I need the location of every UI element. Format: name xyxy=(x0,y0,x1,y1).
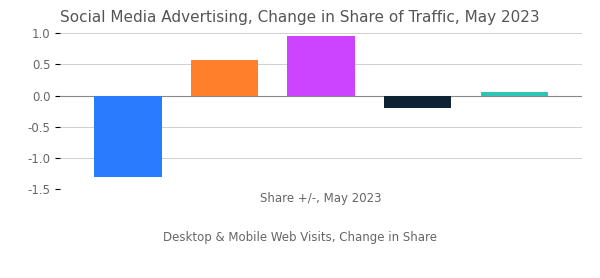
Bar xyxy=(287,36,355,96)
X-axis label: Share +/-, May 2023: Share +/-, May 2023 xyxy=(260,192,382,205)
Bar xyxy=(384,96,451,108)
Bar xyxy=(481,92,548,96)
Bar xyxy=(191,59,258,96)
Bar xyxy=(94,96,161,177)
Legend: Facebook, TikTok, Snapchat, Twitter, Pinterest: Facebook, TikTok, Snapchat, Twitter, Pin… xyxy=(133,277,509,278)
Text: Social Media Advertising, Change in Share of Traffic, May 2023: Social Media Advertising, Change in Shar… xyxy=(60,10,539,25)
Text: Desktop & Mobile Web Visits, Change in Share: Desktop & Mobile Web Visits, Change in S… xyxy=(163,231,437,244)
